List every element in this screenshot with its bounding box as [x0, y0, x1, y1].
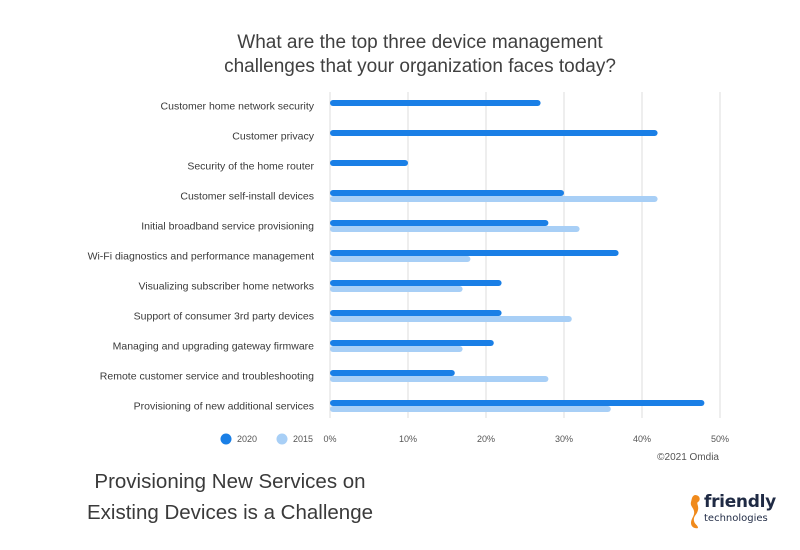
gridlines — [329, 92, 721, 418]
bar-2020-7 — [330, 310, 502, 316]
legend: 2020 2015 — [220, 433, 313, 445]
caption: Provisioning New Services on Existing De… — [40, 466, 420, 528]
category-label-9: Remote customer service and troubleshoot… — [100, 371, 314, 383]
legend-label-2015: 2015 — [293, 434, 313, 444]
bar-2015-9 — [330, 376, 549, 382]
tick-label-4: 40% — [633, 434, 651, 444]
category-label-7: Support of consumer 3rd party devices — [134, 311, 314, 323]
tick-label-0: 0% — [323, 434, 336, 444]
legend-swatch-2015 — [276, 433, 288, 445]
bar-2015-10 — [330, 406, 611, 412]
bar-2015-3 — [330, 196, 658, 202]
bar-2020-0 — [330, 100, 541, 106]
caption-line-1: Provisioning New Services on — [94, 470, 366, 493]
x-axis-ticks: 0% 10% 20% 30% 40% 50% — [323, 434, 729, 444]
bar-2020-8 — [330, 340, 494, 346]
chart-title-line-1: What are the top three device management — [237, 32, 603, 53]
bar-2015-8 — [330, 346, 463, 352]
category-label-1: Customer privacy — [232, 131, 314, 143]
bar-2020-9 — [330, 370, 455, 376]
bar-2020-2 — [330, 160, 408, 166]
tick-label-3: 30% — [555, 434, 573, 444]
logo-subtitle: technologies — [704, 513, 768, 524]
tick-label-2: 20% — [477, 434, 495, 444]
tick-label-5: 50% — [711, 434, 729, 444]
category-label-5: Wi-Fi diagnostics and performance manage… — [88, 251, 315, 263]
caption-line-2: Existing Devices is a Challenge — [87, 501, 373, 524]
chart-credit: ©2021 Omdia — [657, 452, 719, 463]
bar-2015-7 — [330, 316, 572, 322]
category-label-10: Provisioning of new additional services — [134, 401, 314, 413]
bar-2020-4 — [330, 220, 549, 226]
legend-label-2020: 2020 — [237, 434, 257, 444]
bar-2020-3 — [330, 190, 564, 196]
bar-2020-10 — [330, 400, 705, 406]
legend-swatch-2020 — [220, 433, 232, 445]
category-label-8: Managing and upgrading gateway firmware — [113, 341, 315, 353]
logo-wordmark: friendly — [704, 492, 776, 512]
bar-2020-1 — [330, 130, 658, 136]
bar-2020-6 — [330, 280, 502, 286]
friendly-technologies-logo: friendly technologies — [684, 492, 784, 532]
bar-2020-5 — [330, 250, 619, 256]
bar-2015-5 — [330, 256, 471, 262]
category-label-3: Customer self-install devices — [180, 191, 314, 203]
bar-2015-6 — [330, 286, 463, 292]
category-label-0: Customer home network security — [161, 101, 315, 113]
bars — [330, 100, 705, 412]
category-label-4: Initial broadband service provisioning — [141, 221, 314, 233]
category-label-2: Security of the home router — [187, 161, 314, 173]
tick-label-1: 10% — [399, 434, 417, 444]
chart-title: What are the top three device management… — [150, 31, 690, 79]
chart-title-line-2: challenges that your organization faces … — [224, 56, 616, 77]
bar-2015-4 — [330, 226, 580, 232]
category-label-6: Visualizing subscriber home networks — [139, 281, 314, 293]
seahorse-icon — [690, 495, 700, 529]
category-labels: Customer home network security Customer p… — [88, 101, 315, 413]
